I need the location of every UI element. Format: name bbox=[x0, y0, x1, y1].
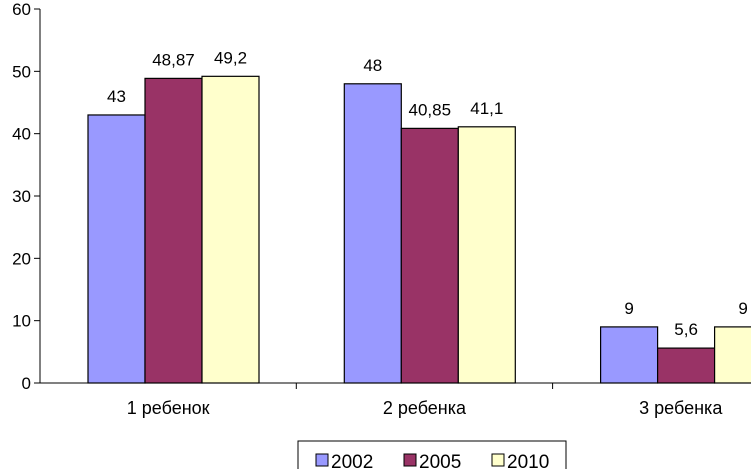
bar-2005 bbox=[656, 347, 716, 384]
y-tick-label: 30 bbox=[12, 187, 31, 206]
data-label: 9 bbox=[738, 299, 747, 318]
y-tick-label: 20 bbox=[12, 249, 31, 268]
y-tick-label: 0 bbox=[22, 374, 31, 393]
x-category-label: 2 ребенка bbox=[383, 398, 467, 418]
bars bbox=[87, 75, 751, 384]
data-label: 48 bbox=[363, 56, 382, 75]
legend-label-2002: 2002 bbox=[331, 452, 373, 469]
data-label: 9 bbox=[624, 299, 633, 318]
data-label: 43 bbox=[107, 87, 126, 106]
legend-label-2010: 2010 bbox=[507, 452, 549, 469]
legend-swatch-2010 bbox=[491, 453, 505, 467]
data-label: 48,87 bbox=[152, 50, 195, 69]
legend-swatch-2002 bbox=[315, 453, 329, 467]
x-category-label: 1 ребенок bbox=[127, 398, 210, 418]
data-label: 40,85 bbox=[409, 100, 452, 119]
y-tick-label: 50 bbox=[12, 62, 31, 81]
x-axis: 1 ребенок 2 ребенка 3 ребенка bbox=[40, 382, 751, 418]
legend-box bbox=[297, 440, 567, 469]
data-labels: 43 48 9 48,87 40,85 5,6 49,2 41,1 9 bbox=[107, 48, 748, 339]
bar-2005 bbox=[144, 77, 203, 384]
x-category-label: 3 ребенка bbox=[639, 398, 723, 418]
bar-2010 bbox=[201, 75, 260, 384]
y-tick-label: 60 bbox=[12, 0, 31, 19]
y-axis: 0 10 20 30 40 50 60 bbox=[12, 0, 41, 393]
legend: 2002 2005 2010 bbox=[297, 440, 567, 469]
y-tick-label: 10 bbox=[12, 312, 31, 331]
data-label: 5,6 bbox=[674, 320, 698, 339]
bar-2010 bbox=[713, 326, 751, 384]
legend-swatch-2005 bbox=[403, 453, 417, 467]
bar-2002 bbox=[599, 326, 659, 384]
data-label: 41,1 bbox=[470, 99, 503, 118]
bar-2010 bbox=[457, 126, 516, 384]
bar-2002 bbox=[343, 83, 402, 384]
data-label: 49,2 bbox=[214, 48, 247, 67]
legend-label-2005: 2005 bbox=[419, 452, 461, 469]
bar-2005 bbox=[400, 127, 459, 384]
y-tick-label: 40 bbox=[12, 125, 31, 144]
bar-2002 bbox=[87, 114, 146, 384]
